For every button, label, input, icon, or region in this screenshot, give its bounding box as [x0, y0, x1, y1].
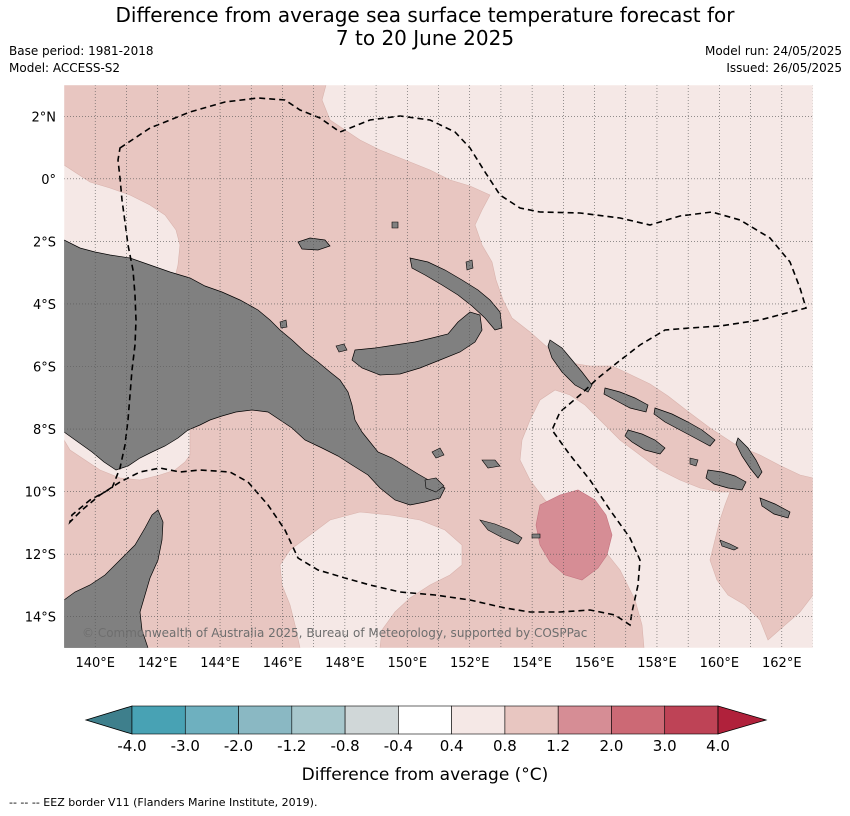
colorbar-segment: [611, 705, 666, 735]
colorbar-segment: [557, 705, 612, 735]
land-new-ireland: [409, 257, 503, 331]
colorbar-segment: [504, 705, 559, 735]
colorbar-tick: 2.0: [600, 737, 624, 755]
land-new-guinea: [64, 239, 446, 506]
colorbar-tick-labels: -4.0 -3.0 -2.0 -1.2 -0.8 -0.4 0.4 0.8 1.2 2.0 3.0 4…: [117, 737, 730, 755]
lat-label: 10°S: [25, 486, 56, 501]
lat-label: 2°N: [32, 110, 57, 125]
land-new-britain: [351, 311, 483, 376]
lat-label: 4°S: [33, 298, 56, 313]
longitude-labels: 140°E 142°E 144°E 146°E 148°E 150°E 152°E 154°E…: [75, 656, 801, 671]
base-period-text: Base period: 1981-2018: [9, 44, 154, 58]
colorbar-tick: -0.8: [330, 737, 359, 755]
lon-label: 154°E: [512, 656, 552, 671]
land-islet-1: [279, 319, 288, 329]
lat-label: 2°S: [33, 235, 56, 250]
colorbar-tick: -3.0: [171, 737, 200, 755]
colorbar-segment: [184, 705, 239, 735]
copyright-text: © Commonwealth of Australia 2025, Bureau…: [82, 626, 587, 640]
issued-text: Issued: 26/05/2025: [726, 61, 842, 75]
model-text: Model: ACCESS-S2: [9, 61, 121, 75]
model-info: Base period: 1981-2018 Model: ACCESS-S2: [9, 43, 154, 77]
lon-label: 146°E: [263, 656, 303, 671]
lon-label: 162°E: [762, 656, 802, 671]
lon-label: 156°E: [575, 656, 615, 671]
colorbar-tick: -1.2: [277, 737, 306, 755]
land-islet-2: [335, 343, 348, 353]
colorbar-arrow-low: [84, 705, 133, 735]
lat-label: 14°S: [25, 611, 56, 626]
land-dentrecasteaux: [424, 477, 445, 493]
colorbar-segment: [291, 705, 346, 735]
colorbar-segment: [451, 705, 506, 735]
colorbar-segment: [664, 705, 719, 735]
lat-label: 0°: [41, 173, 56, 188]
map-frame: [63, 84, 814, 649]
land-cape-york: [64, 509, 164, 648]
land-rennell: [759, 497, 791, 519]
lon-label: 144°E: [200, 656, 240, 671]
colorbar-segment: [131, 705, 186, 735]
lat-label: 6°S: [33, 361, 56, 376]
land-islet-5: [719, 539, 739, 551]
colorbar-tick: 1.2: [546, 737, 570, 755]
map-plot-area: [64, 85, 813, 648]
lon-label: 142°E: [138, 656, 178, 671]
colorbar-segment: [398, 705, 452, 735]
land-makira: [705, 469, 747, 491]
lon-label: 160°E: [700, 656, 740, 671]
colorbar-tick: -2.0: [224, 737, 253, 755]
land-guadalcanal: [624, 429, 666, 455]
model-run-text: Model run: 24/05/2025: [704, 44, 842, 58]
lon-label: 148°E: [325, 656, 365, 671]
colorbar-tick: 0.4: [440, 737, 464, 755]
eez-footnote: -- -- -- EEZ border V11 (Flanders Marine…: [9, 796, 318, 809]
colorbar-tick: 0.8: [493, 737, 517, 755]
land-bougainville: [547, 339, 593, 393]
colorbar-tick: -4.0: [117, 737, 146, 755]
land-trobriand: [431, 447, 445, 459]
latitude-labels: 2°N 0° 2°S 4°S 6°S 8°S 10°S 12°S 14°S: [25, 110, 56, 625]
lon-label: 150°E: [388, 656, 428, 671]
lat-label: 8°S: [33, 423, 56, 438]
chart-title: Difference from average sea surface temp…: [0, 4, 850, 50]
land-islet-6: [689, 457, 699, 467]
lat-label: 12°S: [25, 548, 56, 563]
colorbar-arrow-high: [717, 705, 768, 735]
lon-label: 152°E: [450, 656, 490, 671]
colorbar-segments: [84, 705, 768, 735]
colorbar-tick: -0.4: [384, 737, 413, 755]
title-line-2: 7 to 20 June 2025: [335, 26, 515, 50]
land-islet-3: [391, 221, 399, 229]
graticule: [64, 85, 813, 648]
colorbar-label: Difference from average (°C): [302, 765, 549, 785]
colorbar-segment: [238, 705, 293, 735]
land-manus: [297, 237, 331, 251]
land-santa-isabel: [653, 407, 716, 447]
eez-border-png: [68, 97, 808, 627]
colorbar-tick: 3.0: [653, 737, 677, 755]
colorbar-tick: 4.0: [706, 737, 730, 755]
lon-label: 140°E: [75, 656, 115, 671]
colorbar-segment: [344, 705, 399, 735]
anomaly-band-medium: [64, 85, 813, 648]
land-islet-7: [531, 533, 541, 539]
lon-label: 158°E: [637, 656, 677, 671]
title-line-1: Difference from average sea surface temp…: [115, 3, 735, 27]
run-info: Model run: 24/05/2025 Issued: 26/05/2025: [705, 43, 842, 77]
sst-anomaly-map: © Commonwealth of Australia 2025, Bureau…: [25, 84, 814, 671]
land-woodlark: [481, 459, 501, 469]
